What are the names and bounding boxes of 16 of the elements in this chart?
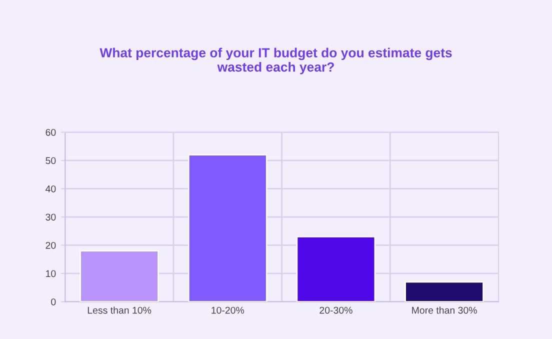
bar bbox=[296, 236, 376, 302]
bar bbox=[404, 281, 484, 302]
y-tick-label: 0 bbox=[51, 298, 56, 306]
bar bbox=[188, 154, 268, 302]
chart-title: What percentage of your IT budget do you estimate gets wasted each year? bbox=[100, 48, 452, 74]
x-tick-label: 10-20% bbox=[212, 306, 244, 314]
x-tick-label: Less than 10% bbox=[88, 306, 152, 314]
y-tick-label: 20 bbox=[46, 242, 56, 249]
y-tick-label: 40 bbox=[46, 185, 56, 192]
x-tick-label: 20-30% bbox=[320, 306, 352, 314]
y-tick-label: 60 bbox=[46, 128, 56, 136]
y-tick-label: 50 bbox=[46, 157, 56, 164]
y-tick-label: 30 bbox=[46, 214, 56, 221]
bar bbox=[80, 250, 159, 302]
x-tick-label: More than 30% bbox=[412, 306, 477, 314]
y-tick-label: 10 bbox=[46, 270, 56, 278]
